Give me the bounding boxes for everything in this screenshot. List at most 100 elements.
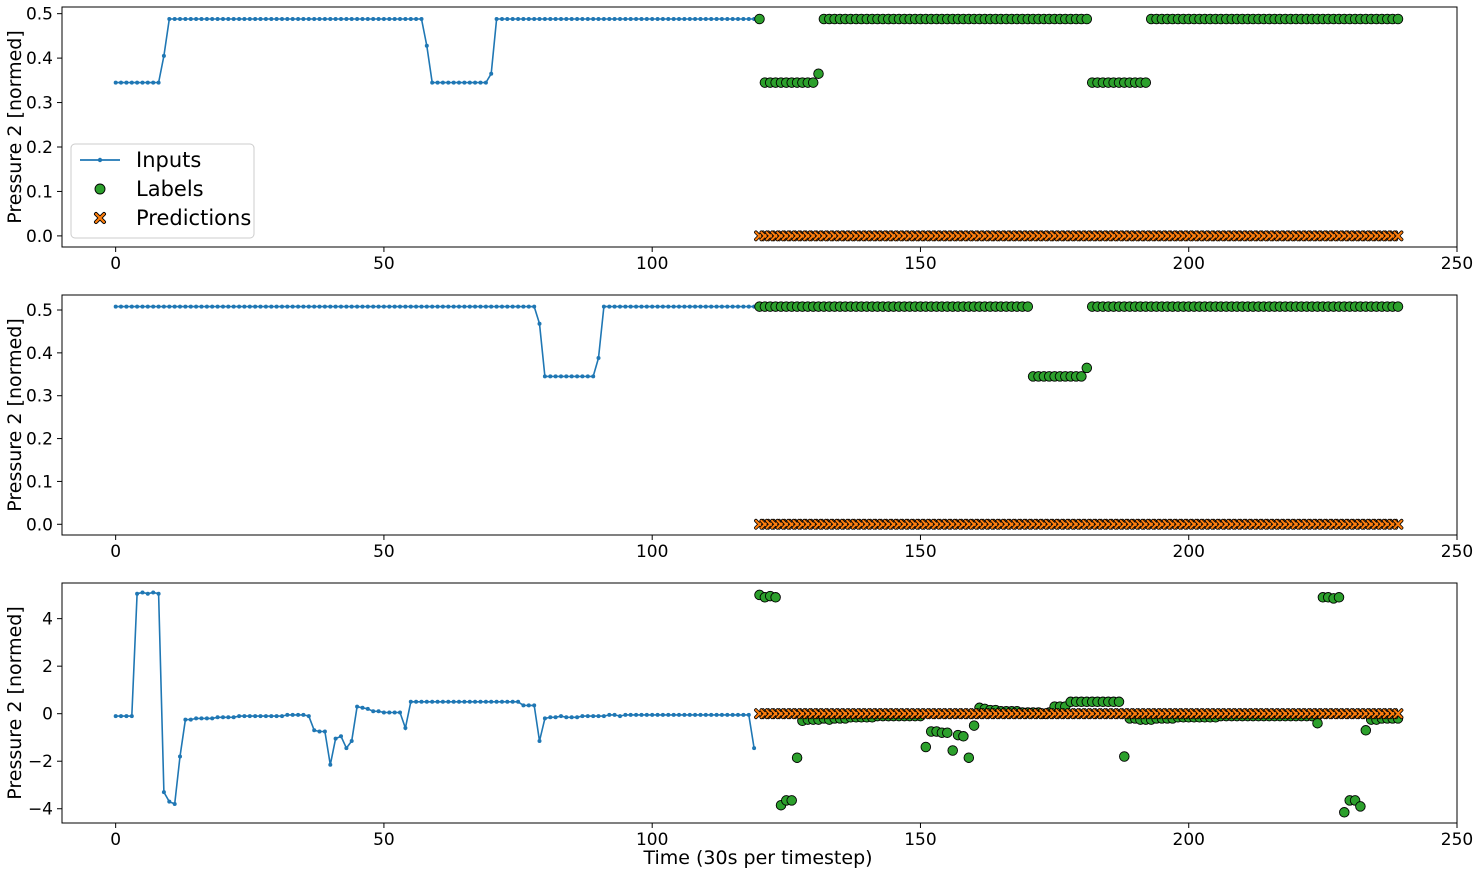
inputs-point <box>677 304 681 309</box>
y-tick-label: 0.4 <box>26 49 53 69</box>
inputs-point <box>451 304 456 309</box>
inputs-point <box>376 304 381 309</box>
inputs-point <box>483 699 488 704</box>
y-axis-label: Pressure 2 [normed] <box>4 318 26 512</box>
inputs-point <box>285 17 290 21</box>
inputs-point <box>537 321 542 326</box>
inputs-point <box>360 304 365 309</box>
inputs-point <box>113 714 118 719</box>
inputs-point <box>140 590 145 595</box>
inputs-point <box>575 374 580 379</box>
inputs-point <box>237 304 242 309</box>
inputs-point <box>655 17 660 21</box>
inputs-point <box>161 304 166 309</box>
y-axis-label: Pressure 2 [normed] <box>4 606 26 800</box>
inputs-point <box>666 304 671 309</box>
label-point <box>1076 371 1087 382</box>
inputs-point <box>129 80 134 85</box>
inputs-point <box>591 714 596 719</box>
inputs-point <box>215 715 220 720</box>
inputs-point <box>564 715 569 720</box>
plot-frame <box>61 582 1458 824</box>
inputs-point <box>145 591 150 596</box>
inputs-point <box>548 374 553 379</box>
inputs-point <box>199 17 204 21</box>
inputs-point <box>188 17 193 21</box>
inputs-point <box>500 17 504 21</box>
legend-dot-swatch <box>97 157 103 163</box>
inputs-point <box>730 712 735 717</box>
inputs-point <box>403 726 408 730</box>
inputs-point <box>258 17 263 21</box>
inputs-point <box>516 17 521 21</box>
inputs-point <box>634 712 639 717</box>
x-tick-label: 50 <box>373 542 395 562</box>
inputs-point <box>151 590 156 595</box>
plot-frame <box>61 294 1458 536</box>
inputs-point <box>387 304 392 309</box>
inputs-point <box>129 714 134 719</box>
inputs-point <box>569 17 574 21</box>
inputs-point <box>612 304 617 309</box>
inputs-point <box>446 699 451 704</box>
label-point <box>942 727 953 738</box>
plot-frame <box>61 6 1458 248</box>
inputs-point <box>746 304 751 309</box>
inputs-point <box>312 728 317 733</box>
inputs-point <box>644 304 649 309</box>
inputs-point <box>526 304 531 309</box>
inputs-point <box>575 17 580 21</box>
inputs-point <box>247 17 252 21</box>
inputs-point <box>178 754 182 759</box>
inputs-point <box>553 715 558 720</box>
y-tick-label: 0.0 <box>26 515 53 535</box>
inputs-point <box>596 356 601 360</box>
label-point <box>1113 696 1125 708</box>
inputs-point <box>440 304 445 309</box>
inputs-point <box>210 304 215 309</box>
label-point <box>807 77 819 88</box>
inputs-point <box>435 80 440 85</box>
inputs-point <box>349 17 354 21</box>
inputs-point <box>419 17 424 21</box>
label-point <box>947 745 958 756</box>
inputs-point <box>483 80 488 85</box>
x-tick-label: 0 <box>110 542 121 562</box>
inputs-point <box>392 17 397 21</box>
inputs-point <box>698 17 703 21</box>
inputs-point <box>188 717 193 722</box>
inputs-point <box>129 304 134 309</box>
label-point <box>1360 725 1372 736</box>
inputs-point <box>698 712 703 717</box>
inputs-point <box>473 80 478 85</box>
legend-entry-inputs: Inputs <box>80 148 201 172</box>
inputs-point <box>709 17 714 21</box>
inputs-point <box>226 715 231 720</box>
subplot-middle: 0 50 100 150 200 250 0.0 0.1 0.2 0.3 0.4 0.5Pressur… <box>4 294 1473 562</box>
x-tick-label: 0 <box>110 830 121 850</box>
inputs-point <box>328 304 333 309</box>
y-tick-label: 2 <box>42 657 53 677</box>
inputs-point <box>752 746 757 751</box>
inputs-point <box>253 304 258 309</box>
x-tick-label: 150 <box>904 254 936 274</box>
inputs-point <box>548 17 553 21</box>
inputs-point <box>559 17 563 21</box>
inputs-point <box>398 304 402 309</box>
label-point <box>1333 592 1345 603</box>
inputs-point <box>135 80 140 85</box>
inputs-point <box>355 704 360 709</box>
x-tick-label: 200 <box>1173 254 1205 274</box>
inputs-point <box>253 714 258 719</box>
inputs-point <box>537 17 542 21</box>
legend-entry-predictions: Predictions <box>94 206 251 230</box>
inputs-point <box>183 304 188 309</box>
inputs-point <box>296 712 301 717</box>
legend-label: Labels <box>136 177 204 201</box>
inputs-point <box>381 710 386 715</box>
inputs-point <box>564 17 569 21</box>
inputs-point <box>317 729 322 734</box>
inputs-point <box>408 304 413 309</box>
inputs-point <box>167 17 172 21</box>
inputs-point <box>575 715 580 720</box>
